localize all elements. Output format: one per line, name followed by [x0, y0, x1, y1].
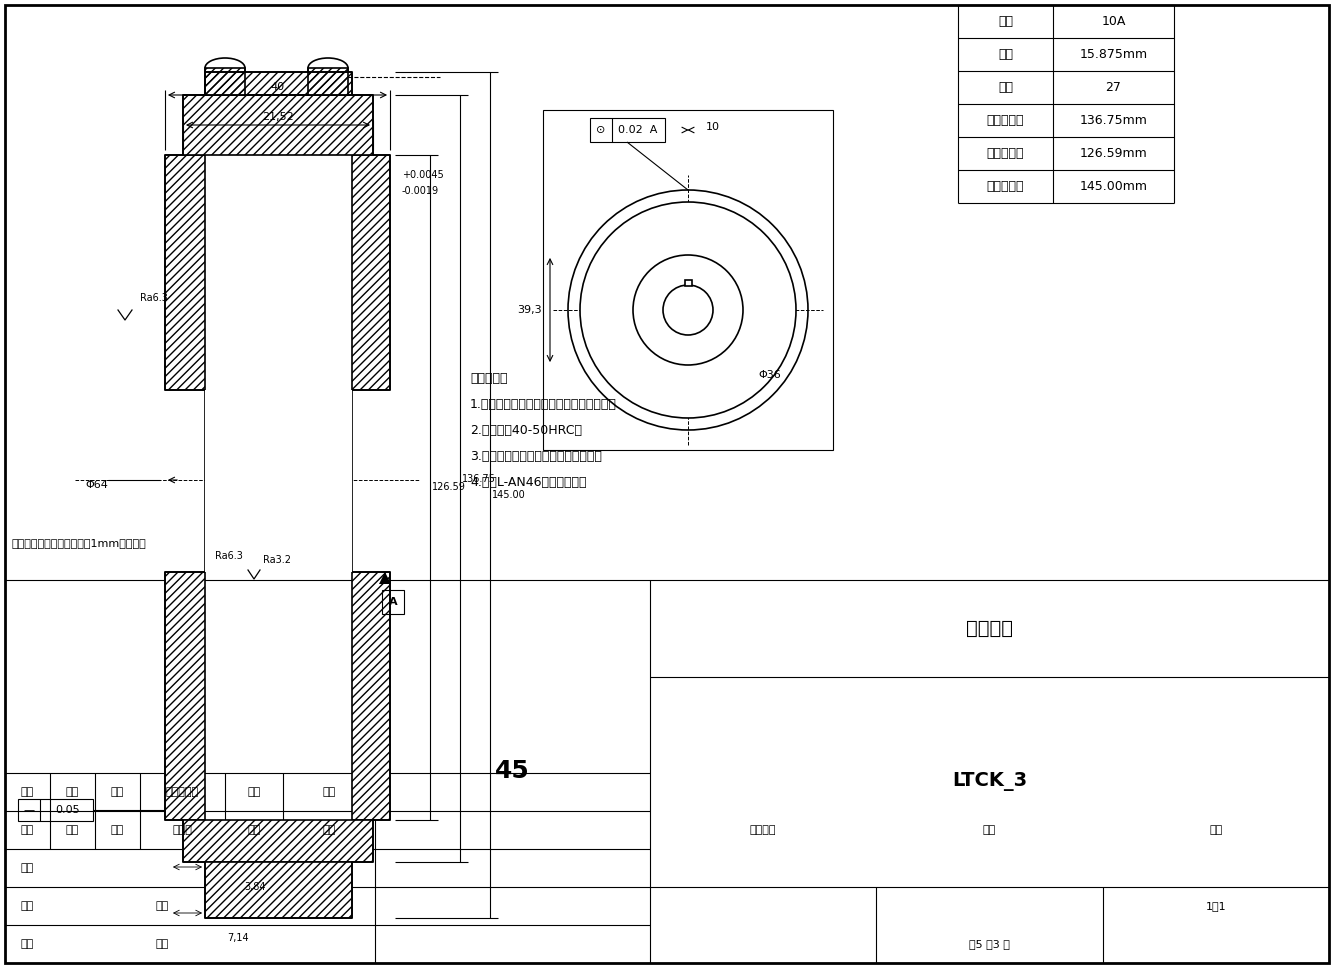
Text: 学号: 学号	[156, 901, 169, 911]
Text: 工艺: 工艺	[21, 939, 35, 949]
Bar	[183, 820, 374, 862]
Bar	[205, 68, 245, 95]
Text: 批准: 批准	[156, 939, 169, 949]
Text: 7,14: 7,14	[227, 933, 249, 943]
Text: 注：图中未标注圆角半径为1mm，粗糙度: 注：图中未标注圆角半径为1mm，粗糙度	[12, 538, 147, 548]
Text: 型号: 型号	[998, 15, 1013, 28]
Circle shape	[568, 190, 808, 430]
Bar	[205, 68, 245, 95]
Text: 日期: 日期	[111, 825, 124, 835]
Bar	[205, 72, 352, 95]
Text: 4.选用L-AN46系列润滑油。: 4.选用L-AN46系列润滑油。	[470, 475, 587, 489]
Bar	[17, 799, 93, 821]
Text: 齿数: 齿数	[998, 81, 1013, 94]
Text: 136.75mm: 136.75mm	[1079, 114, 1147, 127]
Text: 比例: 比例	[1209, 825, 1222, 835]
Text: 技术要求：: 技术要求：	[470, 372, 507, 384]
Text: +0.0045: +0.0045	[402, 170, 444, 180]
Text: 共5 张3 张: 共5 张3 张	[968, 939, 1010, 949]
Bar	[382, 590, 404, 614]
Text: 145.00: 145.00	[492, 490, 526, 500]
Text: 145.00mm: 145.00mm	[1079, 180, 1147, 193]
Text: 签名: 签名	[247, 825, 260, 835]
Text: 齿顶圆直径: 齿顶圆直径	[987, 180, 1025, 193]
Text: 节距: 节距	[998, 48, 1013, 61]
Bar	[352, 155, 390, 390]
Bar	[165, 155, 205, 390]
Text: 45: 45	[495, 760, 530, 783]
Bar	[205, 72, 352, 95]
Text: 15.875mm: 15.875mm	[1079, 48, 1147, 61]
Text: 1：1: 1：1	[1206, 901, 1226, 911]
Text: Φ36: Φ36	[758, 370, 780, 380]
Text: 签名: 签名	[65, 825, 79, 835]
Text: 27: 27	[1106, 81, 1122, 94]
Bar	[183, 95, 374, 155]
Text: 分度圆直径: 分度圆直径	[987, 114, 1025, 127]
Bar	[352, 155, 390, 390]
Text: A: A	[388, 597, 398, 607]
Polygon shape	[379, 572, 391, 584]
Bar	[183, 820, 374, 862]
Text: 日期: 日期	[323, 787, 336, 797]
Text: 签名: 签名	[247, 787, 260, 797]
Text: Φ64: Φ64	[85, 480, 108, 490]
Bar	[205, 390, 352, 572]
Text: LTCK_3: LTCK_3	[952, 772, 1027, 791]
Text: 1.钉轮表面热处理，采用淡火并回火方式。: 1.钉轮表面热处理，采用淡火并回火方式。	[470, 398, 616, 410]
Bar	[684, 280, 691, 286]
Text: 标准化: 标准化	[172, 825, 192, 835]
Text: 3.钉传动润滑方式选择人工定期润滑。: 3.钉传动润滑方式选择人工定期润滑。	[470, 449, 602, 463]
Text: -0.0019: -0.0019	[402, 186, 439, 196]
Bar	[165, 572, 205, 820]
Text: ⊙: ⊙	[596, 125, 606, 135]
Circle shape	[634, 255, 743, 365]
Circle shape	[580, 202, 796, 418]
Text: Ra6.3: Ra6.3	[140, 293, 168, 303]
Text: 标记: 标记	[21, 787, 35, 797]
Bar	[165, 155, 205, 390]
Text: 2.齿面硬度40-50HRC。: 2.齿面硬度40-50HRC。	[470, 424, 582, 437]
Text: Ra3.2: Ra3.2	[263, 555, 291, 565]
Bar	[543, 110, 832, 450]
Text: 39,3: 39,3	[518, 305, 542, 315]
Text: 齿根圆直径: 齿根圆直径	[987, 147, 1025, 160]
Text: 审核: 审核	[21, 901, 35, 911]
Text: 10: 10	[706, 122, 720, 132]
Text: 更改文件号: 更改文件号	[165, 787, 199, 797]
Bar	[183, 95, 374, 155]
Bar	[205, 862, 352, 918]
Bar	[308, 68, 348, 95]
Text: 设计: 设计	[21, 825, 35, 835]
Text: 40: 40	[271, 82, 284, 92]
Bar	[205, 862, 352, 918]
Text: Ra6.3: Ra6.3	[215, 551, 243, 561]
Text: 分区: 分区	[111, 787, 124, 797]
Text: 日期: 日期	[323, 825, 336, 835]
Bar	[165, 572, 205, 820]
Text: 阅对: 阅对	[21, 863, 35, 873]
Text: 0.05: 0.05	[56, 805, 80, 815]
Bar	[352, 572, 390, 820]
Bar	[590, 118, 666, 142]
Text: 10A: 10A	[1102, 15, 1126, 28]
Text: 双排钉轮: 双排钉轮	[966, 619, 1013, 638]
Text: 136.75: 136.75	[462, 473, 496, 483]
Bar	[308, 68, 348, 95]
Bar	[352, 572, 390, 820]
Text: —: —	[24, 805, 35, 815]
Text: 3,84: 3,84	[244, 882, 265, 892]
Text: 0.02  A: 0.02 A	[619, 125, 658, 135]
Text: 126.59: 126.59	[432, 482, 466, 493]
Text: 21,52: 21,52	[261, 112, 293, 122]
Text: 阶段标记: 阶段标记	[750, 825, 776, 835]
Text: 重量: 重量	[983, 825, 996, 835]
Circle shape	[663, 285, 712, 335]
Text: 126.59mm: 126.59mm	[1079, 147, 1147, 160]
Text: 处数: 处数	[65, 787, 79, 797]
